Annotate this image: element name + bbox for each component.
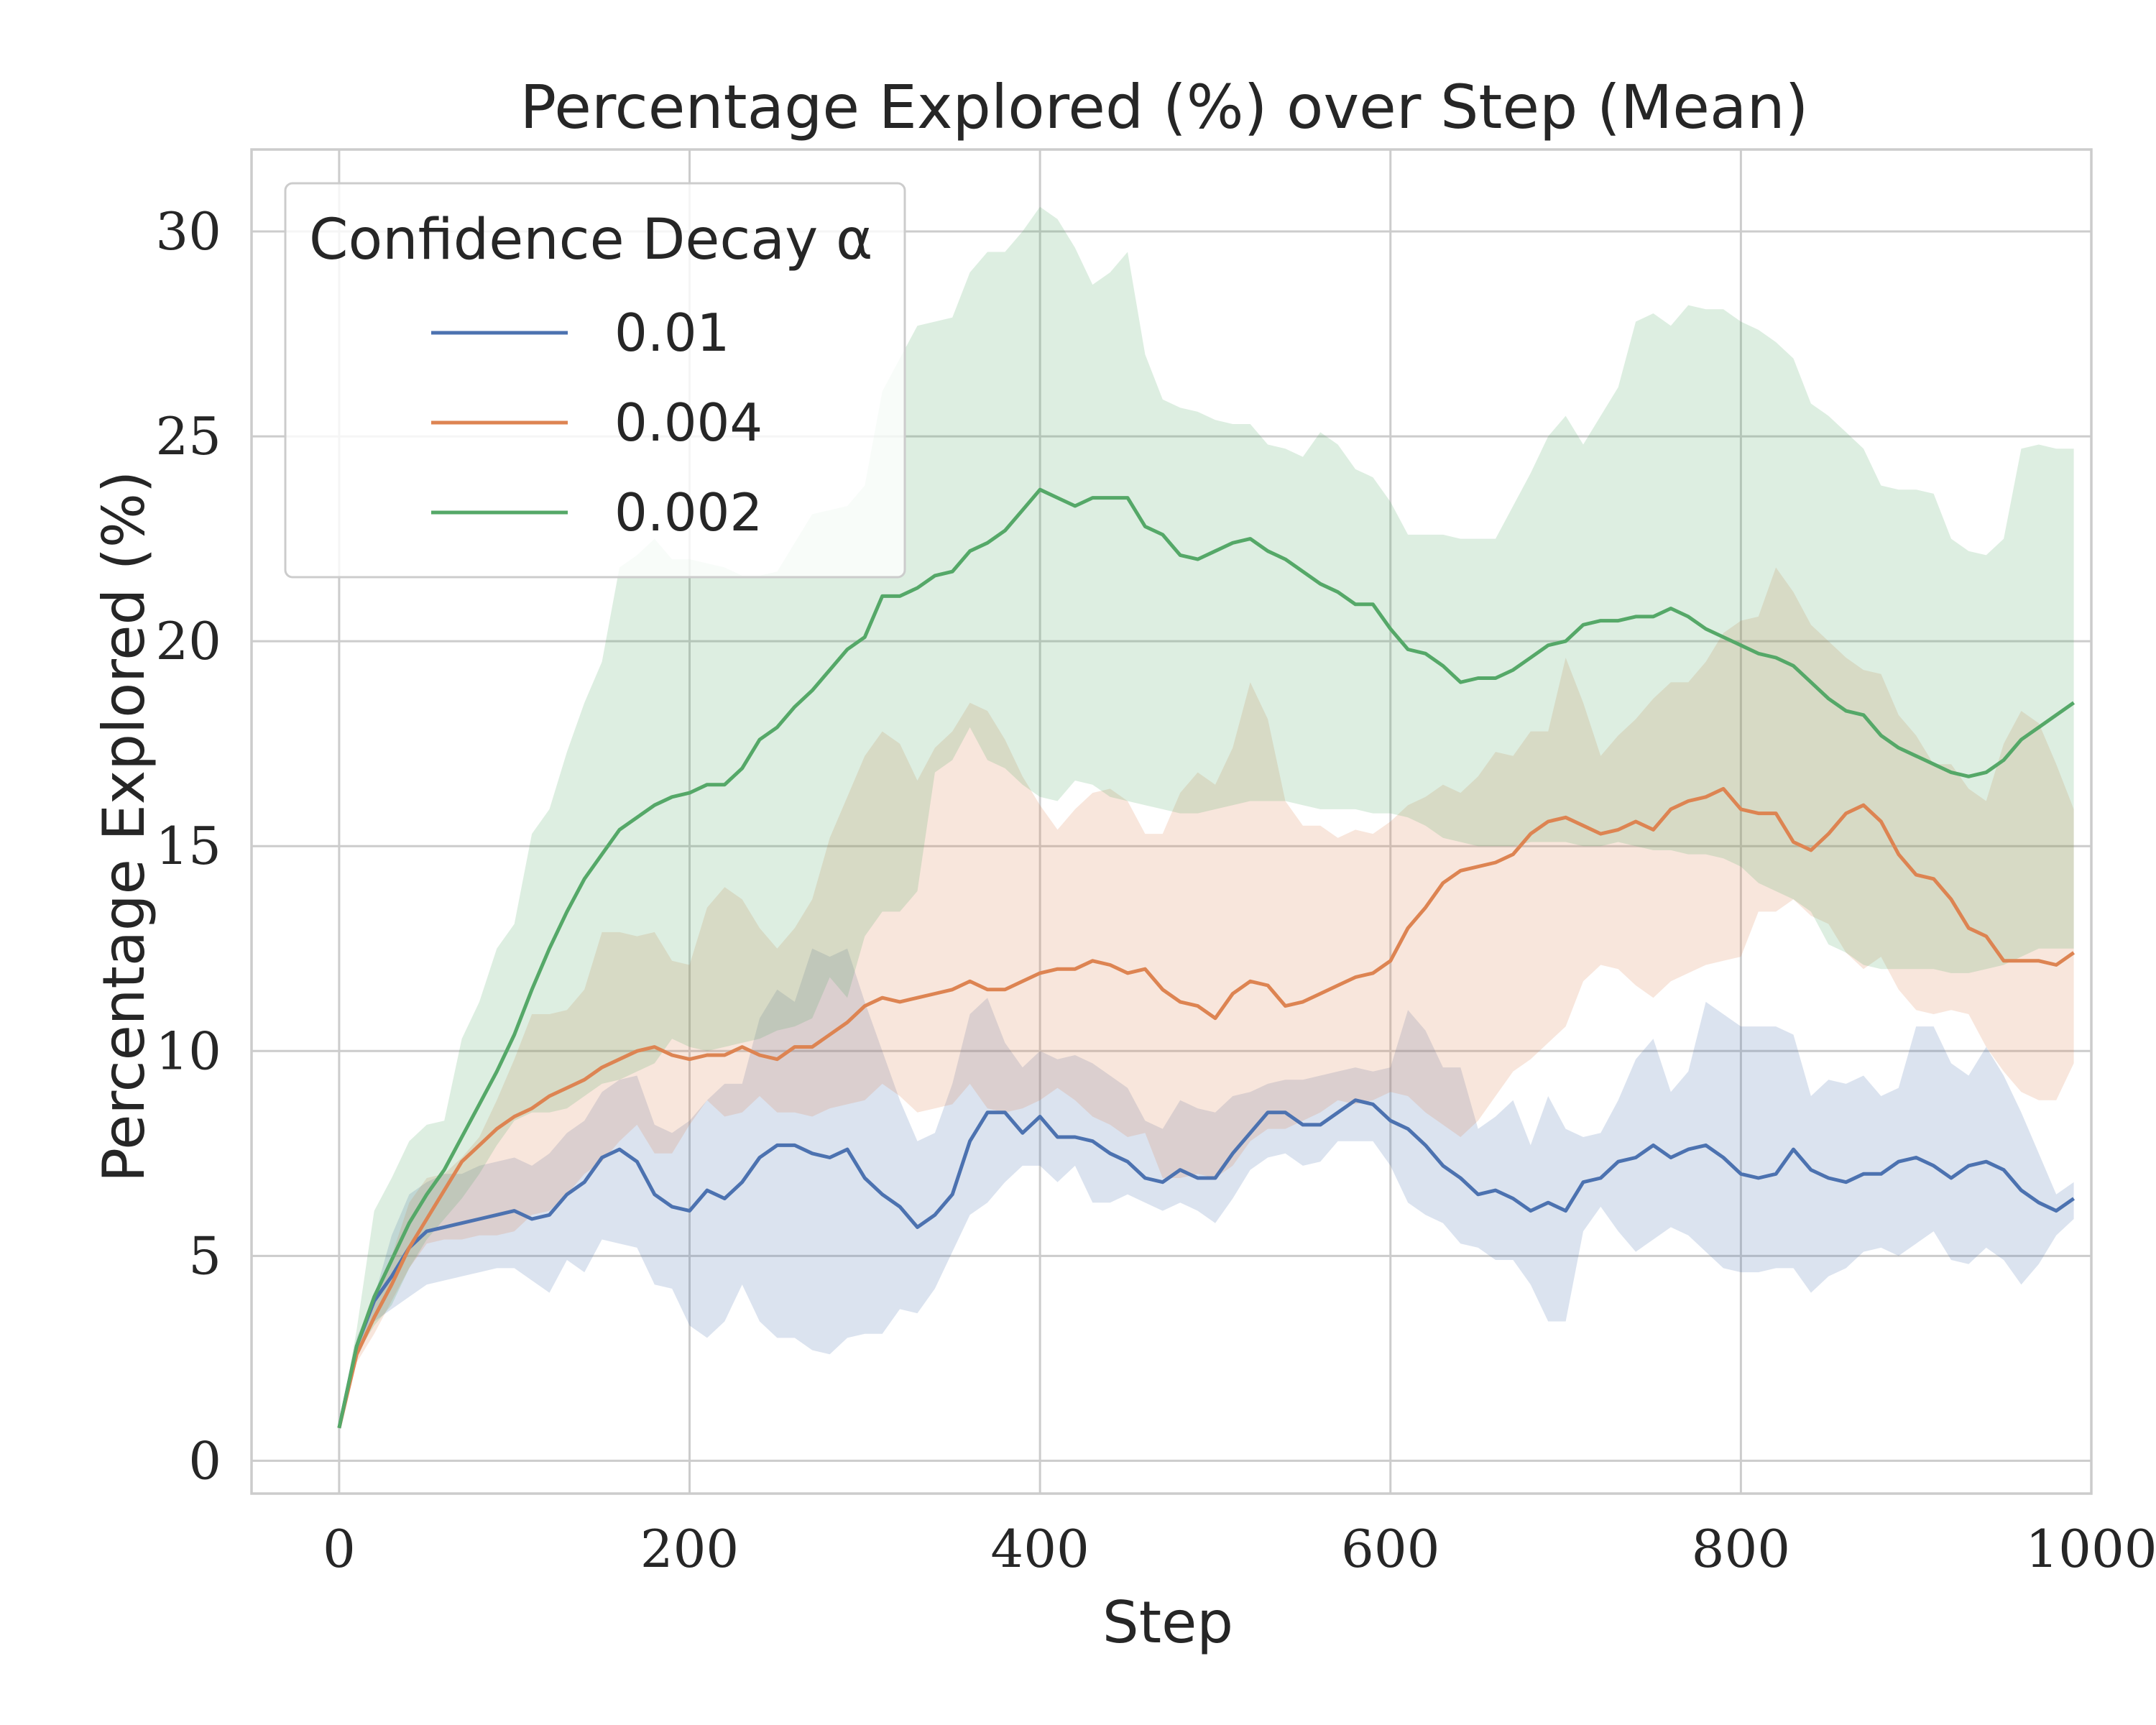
legend-label-0.01: 0.01 <box>614 303 729 363</box>
y-tick-label: 30 <box>155 201 221 262</box>
y-axis-label: Percentage Explored (%) <box>91 471 157 1182</box>
chart-title: Percentage Explored (%) over Step (Mean) <box>520 72 1809 142</box>
x-tick-label: 600 <box>1341 1519 1439 1579</box>
legend-title: Confidence Decay α <box>309 208 872 272</box>
x-tick-label: 0 <box>323 1519 356 1579</box>
x-tick-label: 1000 <box>2025 1519 2156 1579</box>
x-axis-label: Step <box>1102 1589 1233 1656</box>
confidence-band-0.004 <box>338 567 2074 1428</box>
x-axis-ticks: 0 200 400 600 800 1000 <box>323 1519 2156 1579</box>
legend-label-0.002: 0.002 <box>614 482 763 543</box>
legend-items: 0.01 0.004 0.002 <box>431 303 763 543</box>
y-tick-label: 10 <box>155 1021 221 1081</box>
series-lines <box>337 487 2076 1429</box>
x-tick-label: 800 <box>1692 1519 1790 1579</box>
series-line-0.002 <box>337 487 2076 1429</box>
confidence-band-0.002 <box>338 206 2074 1428</box>
y-axis-ticks: 0 5 10 15 20 25 30 <box>155 201 221 1491</box>
confidence-bands <box>338 206 2074 1428</box>
y-tick-label: 20 <box>155 611 221 671</box>
y-tick-label: 15 <box>155 816 221 876</box>
y-tick-label: 0 <box>188 1430 221 1491</box>
legend-box <box>284 182 906 579</box>
confidence-band-0.01 <box>338 948 2074 1428</box>
legend: Confidence Decay α 0.01 0.004 0.002 <box>284 182 906 579</box>
y-tick-label: 25 <box>155 406 221 466</box>
plot-frame <box>250 148 2093 1495</box>
y-tick-label: 5 <box>188 1225 221 1286</box>
legend-label-0.004: 0.004 <box>614 392 763 453</box>
x-tick-label: 200 <box>640 1519 739 1579</box>
series-line-0.01 <box>337 1098 2076 1429</box>
series-line-0.004 <box>337 786 2076 1429</box>
x-tick-label: 400 <box>990 1519 1089 1579</box>
